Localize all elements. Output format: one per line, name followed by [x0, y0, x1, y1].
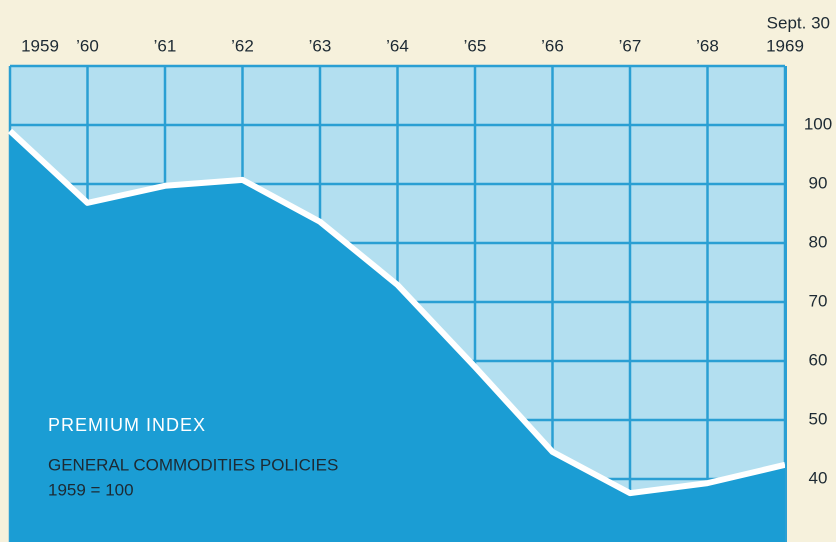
y-tick-label: 80 — [809, 232, 828, 251]
label-subtitle: GENERAL COMMODITIES POLICIES — [48, 455, 338, 474]
x-tick-label: ’61 — [154, 36, 177, 55]
line — [7, 128, 786, 497]
x-tick-label: ’63 — [309, 36, 332, 55]
y-tick-label: 90 — [809, 173, 828, 192]
x-tick-label: ’65 — [464, 36, 487, 55]
y-tick-label: 40 — [809, 468, 828, 487]
y-tick-label: 60 — [809, 350, 828, 369]
x-tick-label: ’64 — [386, 36, 409, 55]
date-annotation: Sept. 30 — [767, 13, 830, 32]
y-tick-label: 70 — [809, 291, 828, 310]
x-tick-label: ’62 — [231, 36, 254, 55]
x-tick-label: ’67 — [619, 36, 642, 55]
label-base: 1959 = 100 — [48, 480, 134, 499]
y-tick-label: 50 — [809, 409, 828, 428]
y-tick-label: 100 — [804, 114, 832, 133]
x-tick-label: ’66 — [541, 36, 564, 55]
x-tick-label: 1969 — [766, 36, 804, 55]
plot-edge — [785, 66, 787, 542]
label-title: PREMIUM INDEX — [48, 415, 206, 435]
x-tick-label: ’60 — [76, 36, 99, 55]
area — [10, 130, 785, 542]
x-tick-label: 1959 — [21, 36, 59, 55]
x-tick-label: ’68 — [696, 36, 719, 55]
